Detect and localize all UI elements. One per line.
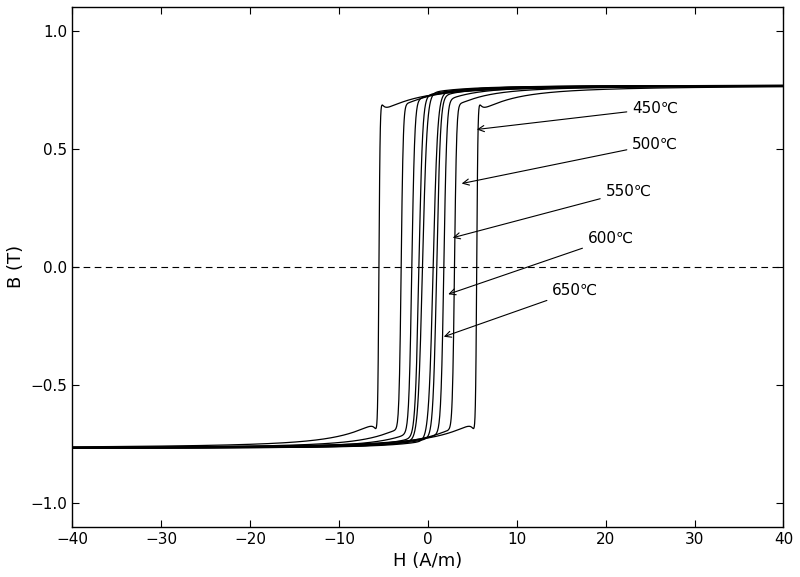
- Y-axis label: B (T): B (T): [7, 245, 25, 288]
- X-axis label: H (A/m): H (A/m): [394, 552, 462, 570]
- Text: 450℃: 450℃: [478, 101, 678, 132]
- Text: 600℃: 600℃: [450, 231, 634, 295]
- Text: 550℃: 550℃: [454, 183, 652, 239]
- Text: 650℃: 650℃: [445, 283, 598, 337]
- Text: 500℃: 500℃: [463, 136, 678, 185]
